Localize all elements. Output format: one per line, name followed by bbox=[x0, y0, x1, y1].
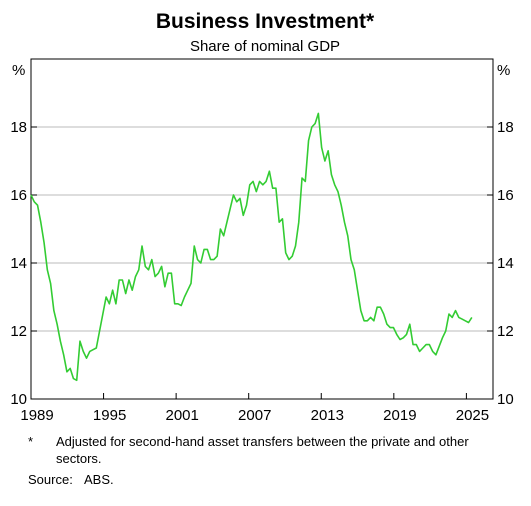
y-tick-label-left: 16 bbox=[10, 187, 27, 204]
y-tick-label-right: 12 bbox=[497, 323, 514, 340]
y-tick-label-left: 10 bbox=[10, 391, 27, 408]
x-tick-label: 1995 bbox=[93, 407, 126, 424]
source-label: Source: bbox=[28, 472, 73, 487]
x-tick-label: 2019 bbox=[383, 407, 416, 424]
footnote: Adjusted for second-hand asset transfers… bbox=[56, 434, 469, 466]
y-tick-label-right: 14 bbox=[497, 255, 514, 272]
y-tick-label-left: 14 bbox=[10, 255, 27, 272]
chart-title: Business Investment* bbox=[156, 10, 375, 33]
x-tick-label: 1989 bbox=[20, 407, 53, 424]
x-tick-label: 2007 bbox=[238, 407, 271, 424]
data-line bbox=[30, 112, 473, 382]
x-tick-label: 2013 bbox=[311, 407, 344, 424]
plot-frame bbox=[30, 58, 494, 400]
y-axis-label-left: % bbox=[12, 62, 25, 79]
y-axis-label-right: % bbox=[497, 62, 510, 79]
y-tick-label-right: 16 bbox=[497, 187, 514, 204]
footnote-marker: * bbox=[28, 434, 33, 449]
x-tick-label: 2025 bbox=[456, 407, 489, 424]
y-tick-label-right: 18 bbox=[497, 119, 514, 136]
x-tick-label: 2001 bbox=[165, 407, 198, 424]
y-tick-label-left: 12 bbox=[10, 323, 27, 340]
chart-subtitle: Share of nominal GDP bbox=[190, 38, 340, 55]
y-tick-label-right: 10 bbox=[497, 391, 514, 408]
y-tick-label-left: 18 bbox=[10, 119, 27, 136]
source: ABS. bbox=[84, 472, 114, 487]
footnote-box: Adjusted for second-hand asset transfers… bbox=[56, 434, 469, 466]
